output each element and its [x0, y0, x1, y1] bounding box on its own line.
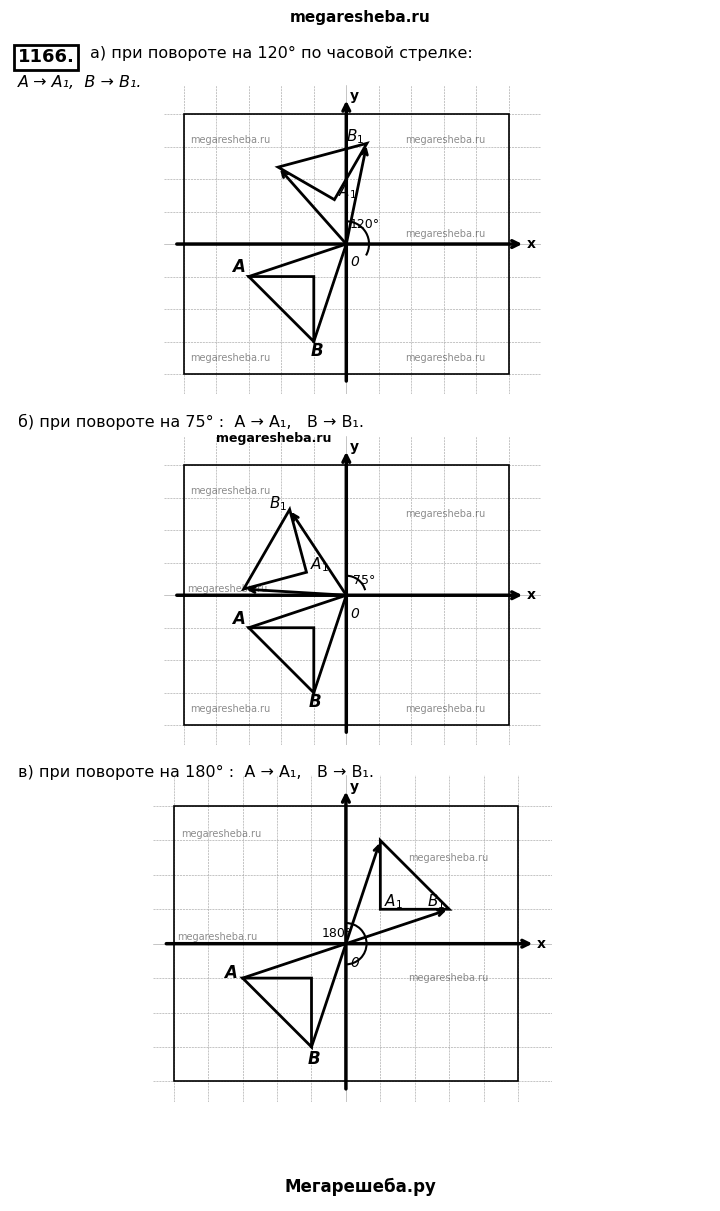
- Text: B: B: [310, 343, 323, 360]
- Text: $B_1$: $B_1$: [427, 891, 445, 911]
- Text: $A_1$: $A_1$: [338, 183, 356, 201]
- Text: 0: 0: [350, 955, 359, 970]
- Text: в) при повороте на 180° :  A → A₁,   B → B₁.: в) при повороте на 180° : A → A₁, B → B₁…: [18, 765, 374, 780]
- Text: $A_1$: $A_1$: [384, 891, 402, 911]
- Text: Мегарешеба.ру: Мегарешеба.ру: [284, 1178, 436, 1196]
- Text: megaresheba.ru: megaresheba.ru: [190, 136, 271, 145]
- Text: б) при повороте на 75° :  A → A₁,   B → B₁.: б) при повороте на 75° : A → A₁, B → B₁.: [18, 414, 364, 430]
- Text: megaresheba.ru: megaresheba.ru: [289, 10, 431, 24]
- Text: megaresheba.ru: megaresheba.ru: [190, 487, 271, 497]
- Text: $B_1$: $B_1$: [346, 127, 364, 147]
- Text: megaresheba.ru: megaresheba.ru: [177, 931, 258, 942]
- Text: 1166.: 1166.: [18, 48, 75, 67]
- Text: megaresheba.ru: megaresheba.ru: [408, 974, 488, 983]
- Text: x: x: [527, 589, 536, 602]
- Text: A: A: [224, 964, 237, 982]
- Text: megaresheba.ru: megaresheba.ru: [405, 352, 485, 363]
- Text: megaresheba.ru: megaresheba.ru: [190, 352, 271, 363]
- Text: megaresheba.ru: megaresheba.ru: [216, 432, 331, 446]
- Text: 0: 0: [350, 256, 359, 269]
- Text: megaresheba.ru: megaresheba.ru: [405, 136, 485, 145]
- Text: x: x: [537, 936, 546, 951]
- Text: а) при повороте на 120° по часовой стрелке:: а) при повороте на 120° по часовой стрел…: [90, 46, 473, 61]
- Text: $A_1$: $A_1$: [310, 555, 329, 574]
- Text: megaresheba.ru: megaresheba.ru: [405, 509, 485, 520]
- Text: megaresheba.ru: megaresheba.ru: [405, 229, 485, 240]
- Text: B: B: [309, 694, 322, 711]
- Text: x: x: [527, 237, 536, 251]
- Text: 120°: 120°: [349, 218, 379, 231]
- Text: $B_1$: $B_1$: [269, 494, 287, 512]
- Text: 75°: 75°: [353, 574, 375, 587]
- Text: y: y: [350, 780, 359, 794]
- Bar: [184, 114, 509, 374]
- Text: B: B: [308, 1050, 320, 1068]
- Text: megaresheba.ru: megaresheba.ru: [405, 704, 485, 714]
- Text: y: y: [350, 90, 359, 103]
- Bar: [174, 807, 518, 1081]
- Text: A → A₁,  B → B₁.: A → A₁, B → B₁.: [18, 75, 143, 90]
- Text: megaresheba.ru: megaresheba.ru: [408, 853, 488, 862]
- Text: megaresheba.ru: megaresheba.ru: [190, 704, 271, 714]
- Text: 180°: 180°: [322, 926, 352, 940]
- Text: y: y: [350, 441, 359, 454]
- Text: 0: 0: [350, 607, 359, 620]
- Bar: [184, 465, 509, 725]
- Text: megaresheba.ru: megaresheba.ru: [181, 828, 261, 838]
- Text: megaresheba.ru: megaresheba.ru: [187, 584, 267, 593]
- Text: A: A: [233, 258, 246, 276]
- Text: A: A: [233, 610, 246, 629]
